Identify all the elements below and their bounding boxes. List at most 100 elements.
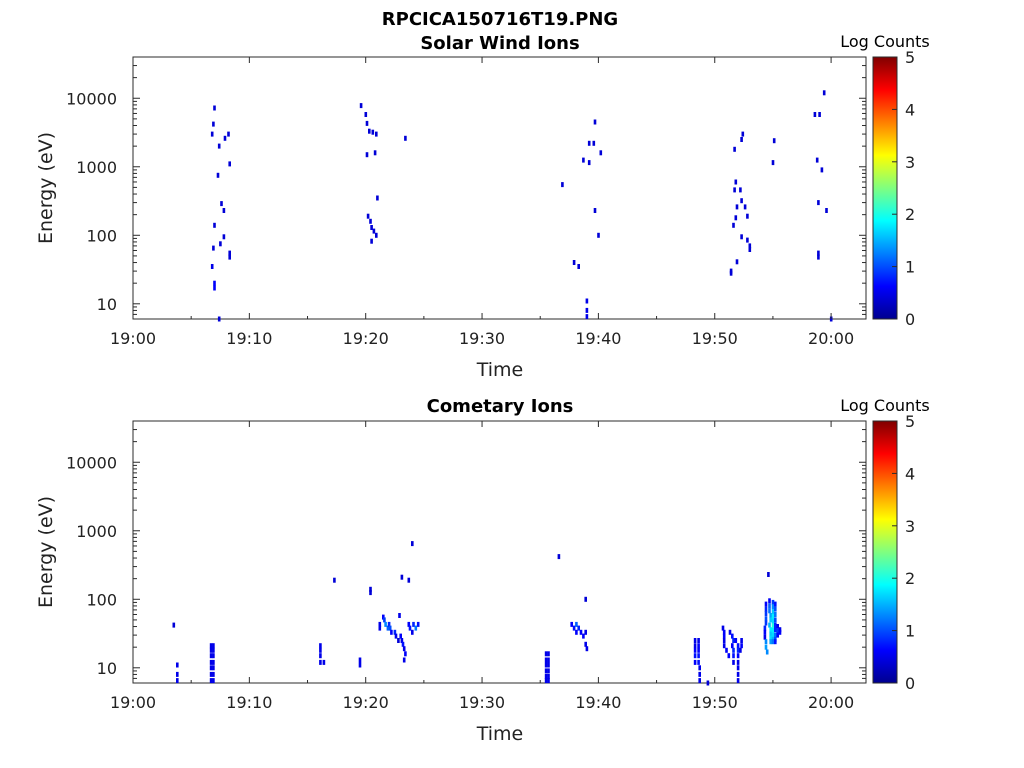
data-cell: [771, 623, 775, 629]
x-tick-label: 20:00: [808, 329, 854, 348]
data-cell: [319, 643, 322, 649]
data-cell: [400, 638, 404, 643]
data-cell: [764, 620, 768, 626]
data-cell: [212, 647, 215, 653]
data-cell: [748, 243, 752, 249]
colorbar-tick-label: 5: [905, 412, 915, 431]
plot-area: [132, 420, 867, 684]
data-cell: [212, 659, 215, 665]
data-cell: [739, 187, 742, 193]
data-cell: [736, 659, 740, 665]
colorbar-tick-label: 3: [905, 517, 915, 536]
data-cell: [697, 643, 700, 649]
data-cell: [585, 646, 589, 652]
data-cell: [393, 629, 397, 635]
data-cell: [597, 232, 600, 238]
data-cell: [209, 665, 213, 671]
x-tick-label: 19:00: [110, 329, 156, 348]
data-cell: [768, 608, 771, 614]
cometary-ions-panel: Cometary Ions 19:00 19:10 19:20 19:30 19:40 1…: [35, 396, 930, 745]
data-cell: [732, 659, 735, 665]
data-cell: [222, 234, 226, 240]
data-cell: [373, 150, 377, 156]
data-cell: [592, 140, 596, 146]
y-axis: 10 100 1000 10000: [66, 420, 866, 684]
data-cell: [371, 129, 375, 135]
x-tick-label: 19:20: [343, 329, 389, 348]
data-cell: [727, 653, 731, 659]
data-cell: [722, 643, 726, 649]
data-cell: [209, 647, 213, 653]
data-cell: [599, 150, 603, 156]
data-cell: [561, 182, 564, 188]
data-cell: [213, 280, 216, 286]
data-cell: [728, 629, 732, 635]
data-cell: [769, 639, 772, 645]
data-cell: [544, 651, 548, 657]
spectrogram-cells: [172, 541, 782, 686]
data-cell: [544, 673, 548, 679]
data-cell: [582, 633, 585, 639]
data-cell: [358, 657, 362, 663]
data-cell: [736, 665, 740, 671]
panel-title: Cometary Ions: [427, 396, 574, 417]
data-cell: [401, 641, 405, 647]
data-cell: [407, 577, 411, 583]
data-cell: [570, 621, 573, 627]
data-cell: [375, 131, 378, 137]
colorbar-label: Log Counts: [840, 32, 930, 51]
data-cell: [734, 179, 738, 185]
data-cell: [176, 671, 179, 677]
data-cell: [764, 606, 768, 612]
data-cell: [768, 598, 771, 604]
colorbar-tick-label: 2: [905, 569, 915, 588]
data-cell: [778, 629, 782, 635]
data-cell: [693, 647, 697, 653]
data-cell: [774, 627, 777, 633]
data-cell: [735, 204, 739, 210]
x-tick-label: 19:20: [343, 693, 389, 712]
data-cell: [577, 264, 580, 269]
data-cell: [378, 621, 382, 627]
spectrogram-cells: [210, 90, 833, 322]
data-cell: [414, 625, 418, 631]
data-cell: [372, 228, 376, 234]
data-cell: [399, 633, 402, 639]
data-cell: [769, 617, 772, 623]
colorbar-tick-label: 3: [905, 153, 915, 172]
data-cell: [209, 643, 213, 649]
data-cell: [733, 187, 736, 193]
data-cell: [382, 614, 385, 620]
data-cell: [212, 678, 215, 684]
data-cell: [584, 596, 587, 602]
data-cell: [748, 247, 752, 252]
data-cell: [731, 643, 734, 649]
data-cell: [544, 657, 548, 663]
data-cell: [815, 157, 819, 163]
data-cell: [721, 625, 725, 631]
data-cell: [575, 629, 578, 635]
data-cell: [768, 622, 771, 628]
data-cell: [322, 659, 326, 665]
data-cell: [774, 622, 777, 628]
data-cell: [213, 285, 216, 291]
data-cell: [813, 112, 817, 117]
data-cell: [733, 146, 736, 152]
data-cell: [776, 628, 779, 633]
data-cell: [222, 208, 226, 213]
data-cell: [404, 651, 407, 657]
data-cell: [817, 250, 820, 256]
data-cell: [771, 599, 775, 605]
data-cell: [366, 213, 370, 219]
data-cell: [722, 633, 726, 639]
data-cell: [219, 241, 222, 247]
x-tick-label: 19:50: [692, 693, 738, 712]
data-cell: [176, 678, 179, 684]
data-cell: [725, 647, 728, 653]
data-cell: [407, 621, 411, 627]
data-cell: [582, 157, 585, 163]
data-cell: [402, 646, 406, 652]
data-cell: [212, 643, 215, 649]
data-cell: [698, 671, 701, 677]
x-axis-label: Time: [476, 359, 524, 381]
